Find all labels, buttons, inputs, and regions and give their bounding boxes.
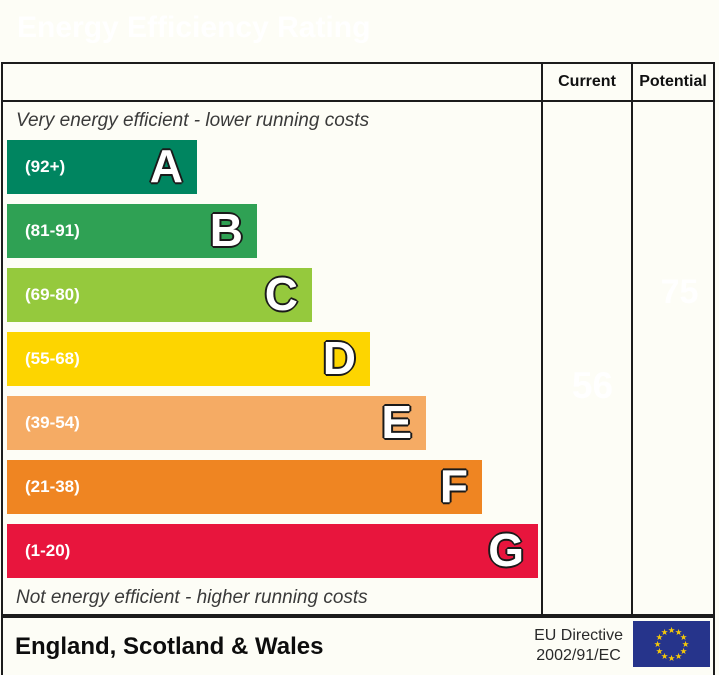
band-a: (92+) A (7, 140, 197, 194)
region-label: England, Scotland & Wales (15, 632, 324, 660)
band-b-letter: B (209, 204, 243, 257)
page-title: Energy Efficiency Rating (17, 11, 371, 44)
svg-text:★: ★ (680, 646, 688, 656)
eu-directive-line2: 2002/91/EC (536, 647, 621, 665)
svg-text:★: ★ (675, 627, 683, 637)
eu-directive-label: EU Directive 2002/91/EC (534, 626, 623, 668)
current-column-divider (541, 64, 543, 614)
band-e-letter: E (381, 396, 412, 449)
table-header-row (3, 64, 713, 102)
band-c: (69-80) C (7, 268, 312, 322)
band-c-letter: C (264, 268, 298, 321)
band-b: (81-91) B (7, 204, 257, 258)
current-marker: 56 (571, 365, 614, 406)
svg-text:★: ★ (656, 646, 664, 656)
band-f-range: (21-38) (25, 477, 80, 496)
band-f-letter: F (439, 460, 468, 513)
band-g-range: (1-20) (25, 541, 71, 560)
bottom-caption: Not energy efficient - higher running co… (16, 587, 368, 608)
band-g-letter: G (488, 524, 524, 577)
band-f: (21-38) F (7, 460, 482, 514)
svg-text:★: ★ (675, 651, 683, 661)
svg-text:★: ★ (656, 632, 664, 642)
svg-text:★: ★ (680, 632, 688, 642)
top-caption: Very energy efficient - lower running co… (16, 110, 370, 131)
eu-directive-line1: EU Directive (534, 626, 623, 644)
svg-text:★: ★ (668, 653, 676, 663)
svg-text:★: ★ (661, 651, 669, 661)
svg-text:★: ★ (668, 625, 676, 635)
potential-marker: 75 (660, 272, 699, 311)
band-d: (55-68) D (7, 332, 370, 386)
svg-text:★: ★ (654, 639, 662, 649)
band-a-range: (92+) (25, 157, 66, 176)
potential-column-divider (631, 64, 633, 614)
svg-text:★: ★ (682, 639, 690, 649)
band-d-range: (55-68) (25, 349, 80, 368)
rating-table: Current Potential Very energy efficient … (1, 62, 715, 616)
band-a-letter: A (149, 140, 183, 193)
band-c-range: (69-80) (25, 285, 80, 304)
band-e: (39-54) E (7, 396, 426, 450)
current-column-header: Current (558, 73, 616, 90)
band-g: (1-20) G (7, 524, 538, 578)
eu-flag-icon: ★ ★ ★ ★ ★ ★ ★ ★ ★ ★ ★ ★ (633, 621, 710, 667)
band-b-range: (81-91) (25, 221, 80, 240)
band-e-range: (39-54) (25, 413, 80, 432)
svg-text:★: ★ (661, 627, 669, 637)
band-d-letter: D (322, 332, 356, 385)
footer: England, Scotland & Wales EU Directive 2… (1, 616, 715, 675)
potential-column-header: Potential (639, 73, 707, 90)
